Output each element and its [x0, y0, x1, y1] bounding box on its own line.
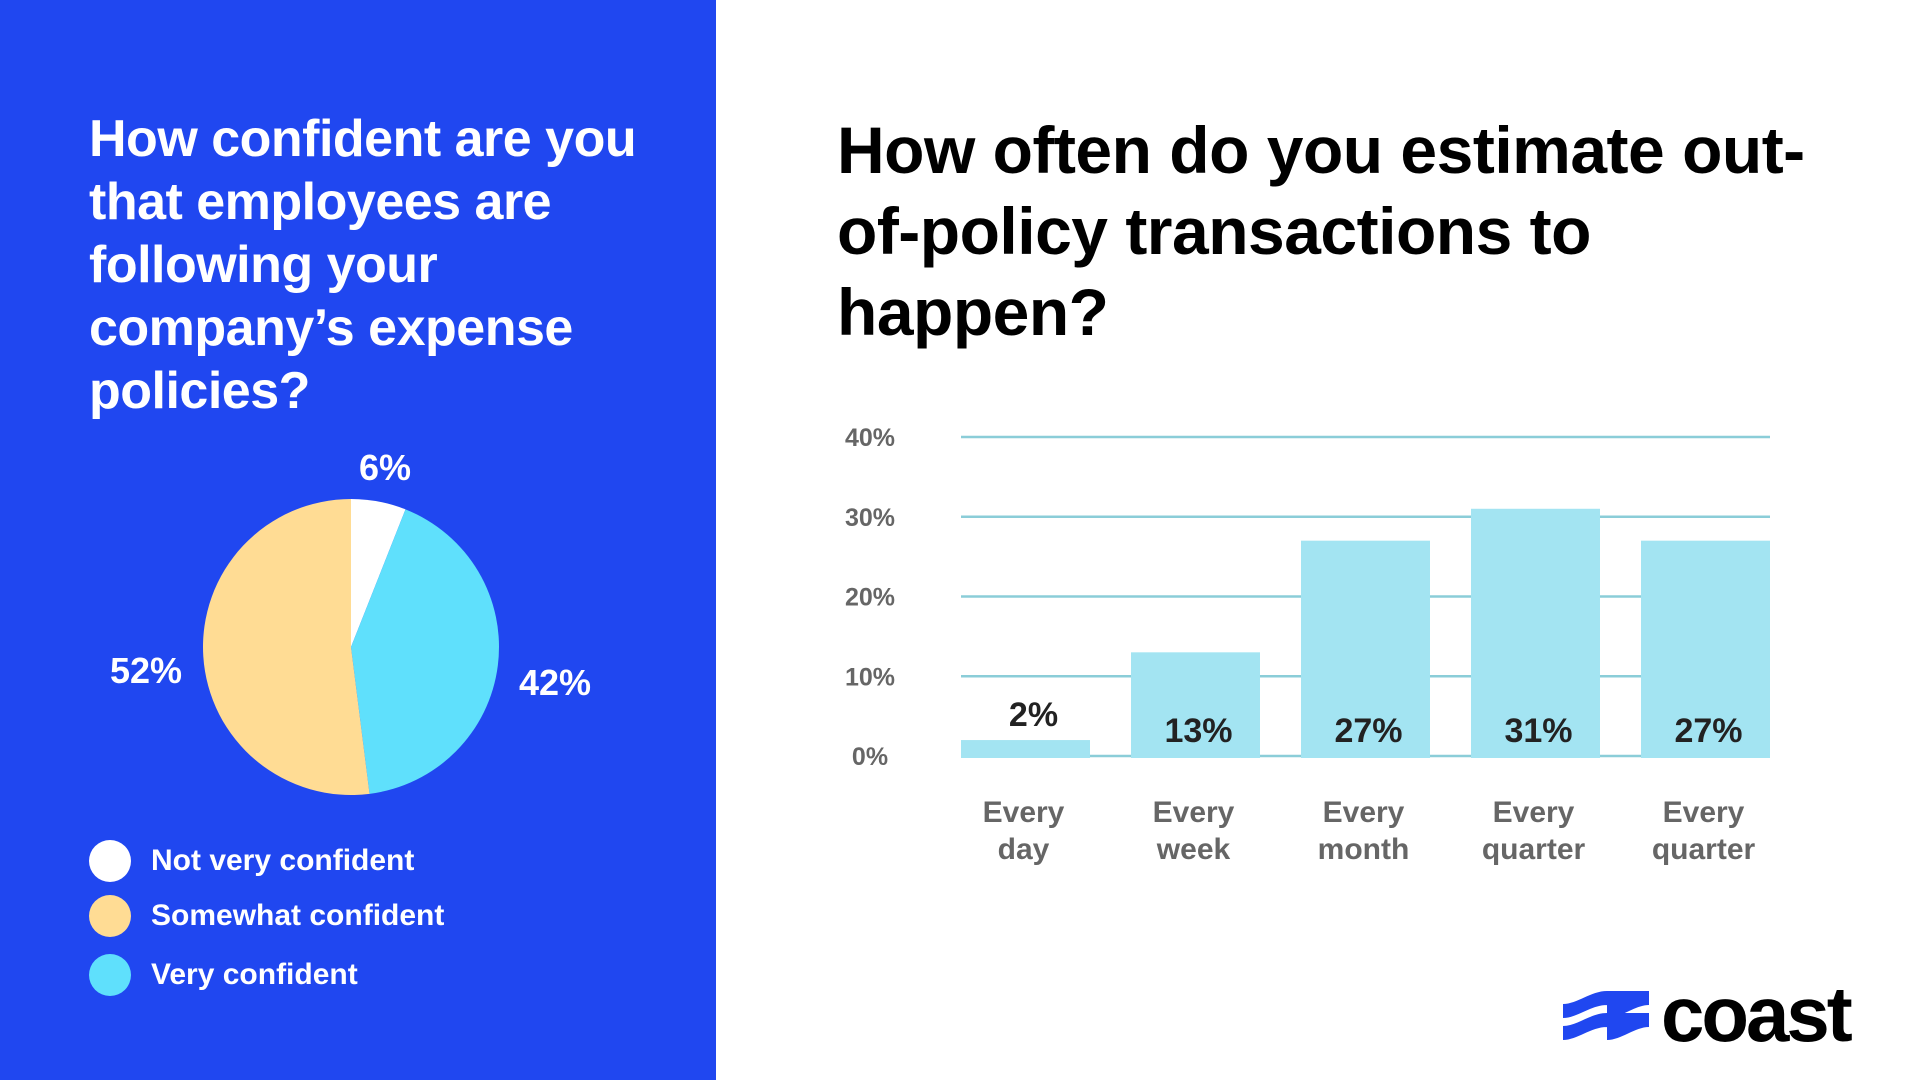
x-category-label: day [998, 833, 1050, 866]
coast-wave-icon [1563, 991, 1649, 1040]
x-category-label: quarter [1482, 833, 1586, 866]
y-tick-label: 20% [845, 584, 895, 612]
pie-slice-not-very-confident [351, 499, 406, 647]
x-category-label: quarter [1652, 833, 1756, 866]
bar-data-label: 27% [1334, 712, 1402, 750]
coast-logo: coast [1563, 970, 1853, 1058]
bar-chart-title: How often do you estimate out-of-policy … [837, 113, 1805, 349]
legend-item: Not very confident [89, 840, 414, 882]
x-category-label: Every [1323, 796, 1405, 829]
legend-swatch-icon [89, 954, 131, 996]
bar [1641, 540, 1770, 758]
bar-data-label: 2% [1009, 696, 1058, 734]
pie-data-label: 52% [109, 650, 183, 691]
legend-label: Very confident [151, 958, 358, 991]
bar-data-label: 27% [1674, 712, 1742, 750]
y-tick-label: 0% [852, 743, 888, 771]
pie-data-label: 6% [358, 447, 412, 488]
pie-chart [202, 499, 499, 795]
pie-slice-somewhat-confident [202, 499, 370, 795]
legend-swatch-icon [89, 840, 131, 882]
y-tick-label: 40% [845, 424, 895, 452]
coast-wordmark: coast [1661, 970, 1853, 1058]
legend-swatch-icon [89, 895, 131, 937]
left-panel: How confident are you that employees are… [0, 0, 716, 1080]
y-tick-label: 30% [845, 504, 895, 532]
bar [961, 740, 1090, 758]
legend-label: Somewhat confident [151, 899, 445, 932]
y-tick-label: 10% [845, 663, 895, 691]
pie-slice-very-confident [351, 509, 499, 794]
bar [1471, 508, 1600, 758]
bar-data-label: 13% [1164, 712, 1232, 750]
x-category-label: Every [1663, 796, 1745, 829]
x-category-label: week [1156, 833, 1231, 866]
legend-item: Somewhat confident [89, 895, 444, 937]
pie-data-label: 42% [518, 662, 592, 703]
x-category-label: month [1318, 833, 1410, 866]
bar [1131, 652, 1260, 758]
bar [1301, 540, 1430, 758]
legend-item: Very confident [89, 954, 358, 996]
legend-label: Not very confident [151, 844, 415, 877]
x-category-label: Every [1153, 796, 1235, 829]
x-category-label: Every [983, 796, 1065, 829]
bar-data-label: 31% [1504, 712, 1572, 750]
x-category-label: Every [1493, 796, 1575, 829]
pie-chart-title: How confident are you that employees are… [89, 110, 637, 420]
